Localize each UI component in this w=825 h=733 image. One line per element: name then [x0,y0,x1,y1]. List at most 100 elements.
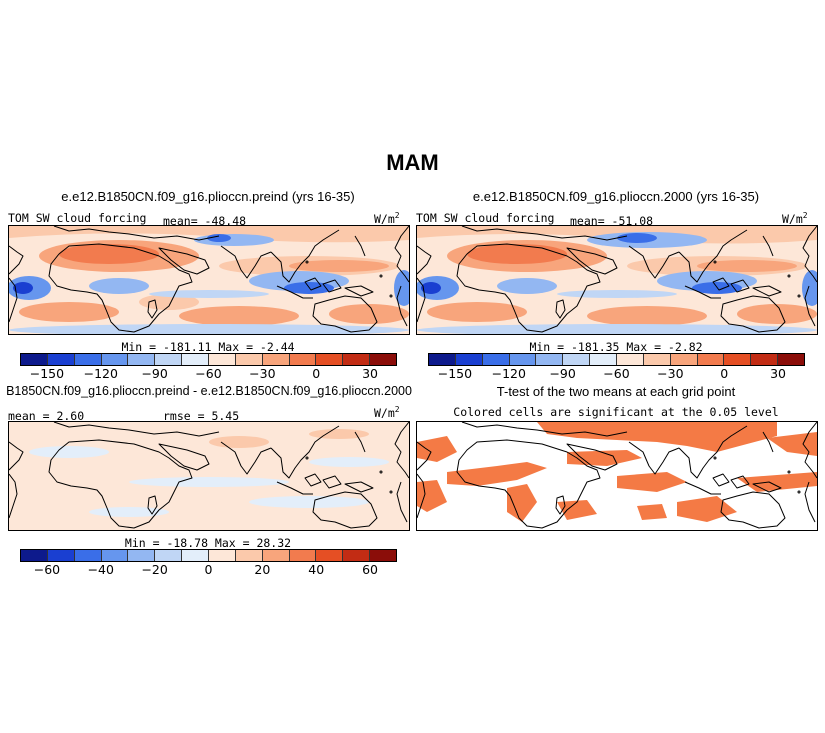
panel1-units: W/m2 [374,211,400,226]
colorbar-swatch [209,550,236,561]
colorbar-tick-label: 30 [770,366,787,381]
panel2-units: W/m2 [782,211,808,226]
colorbar-tick-label: −90 [141,366,168,381]
panel4-title: T-test of the two means at each grid poi… [496,384,736,399]
colorbar-tick-label: −40 [87,562,114,577]
panel1-variable: TOM SW cloud forcing [8,211,147,225]
colorbar-tick-label: −120 [491,366,526,381]
colorbar-swatch [536,354,564,365]
colorbar-tick-label: −60 [603,366,630,381]
colorbar-tick-label: 0 [720,366,729,381]
significance-patch [617,472,687,492]
colorbar-swatch [262,550,290,561]
panel2-colorbar: −150 −120 −90 −60 −30 0 30 [428,353,805,381]
colorbar-swatch [47,550,75,561]
panel1-title: e.e12.B1850CN.f09_g16.plioccn.preind (yr… [61,189,355,204]
colorbar-tick-label: 30 [362,366,379,381]
colorbar-swatch [47,354,75,365]
colorbar-tick-label: −30 [657,366,684,381]
significance-patch [417,436,457,462]
panel3-colorbar-ticks: −60 −40 −20 0 20 40 60 [20,562,397,577]
colorbar-swatch [101,550,129,561]
panel2-mean: mean= -51.08 [570,214,654,228]
colorbar-tick-label: −120 [83,366,118,381]
colorbar-tick-label: 0 [204,562,213,577]
panel2-colorbar-ticks: −150 −120 −90 −60 −30 0 30 [428,366,805,381]
colorbar-swatch [343,354,371,365]
colorbar-tick-label: 60 [362,562,379,577]
colorbar-tick-label: 40 [308,562,325,577]
colorbar-swatch [643,354,671,365]
significance-patch [537,422,777,452]
panel2-colorbar-swatches [428,353,805,366]
colorbar-swatch [316,354,344,365]
panel1-colorbar-swatches [20,353,397,366]
panel2-minmax: Min = -181.35 Max = -2.82 [529,340,703,354]
panel1-mean: mean= -48.48 [163,214,247,228]
colorbar-swatch [289,354,317,365]
colorbar-swatch [697,354,725,365]
colorbar-swatch [343,550,371,561]
panel2-title: e.e12.B1850CN.f09_g16.plioccn.2000 (yrs … [472,189,760,204]
colorbar-swatch [21,354,48,365]
significance-patch [567,450,642,466]
colorbar-swatch [751,354,779,365]
colorbar-swatch [262,354,290,365]
significance-patch [737,472,817,492]
panel4-map [416,421,818,531]
colorbar-swatch [74,550,102,561]
significance-patch [447,462,547,486]
colorbar-tick-label: −20 [141,562,168,577]
colorbar-swatch [182,354,210,365]
colorbar-swatch [289,550,317,561]
colorbar-swatch [429,354,456,365]
panel3-rmse: rmse = 5.45 [163,409,240,423]
significance-patch [507,484,537,522]
colorbar-swatch [370,354,397,365]
colorbar-swatch [101,354,129,365]
panel1-minmax: Min = -181.11 Max = -2.44 [121,340,295,354]
colorbar-tick-label: 20 [254,562,271,577]
panel3-minmax: Min = -18.78 Max = 28.32 [124,536,292,550]
colorbar-swatch [455,354,483,365]
panel3-units: W/m2 [374,405,400,420]
panel2-map [416,225,818,335]
colorbar-swatch [182,550,210,561]
colorbar-swatch [128,550,156,561]
colorbar-tick-label: −30 [249,366,276,381]
panel2-variable: TOM SW cloud forcing [416,211,555,225]
panel3-colorbar: −60 −40 −20 0 20 40 60 [20,549,397,577]
colorbar-swatch [74,354,102,365]
colorbar-tick-label: −60 [33,562,61,577]
colorbar-swatch [724,354,752,365]
panel1-colorbar: −150 −120 −90 −60 −30 0 30 [20,353,397,381]
colorbar-tick-label: −150 [437,366,473,381]
significance-patch [637,504,667,520]
colorbar-swatch [235,354,263,365]
colorbar-swatch [21,550,48,561]
colorbar-swatch [235,550,263,561]
panel3-title: B1850CN.f09_g16.plioccn.preind - e.e12.B… [6,384,412,398]
colorbar-swatch [128,354,156,365]
colorbar-swatch [155,550,183,561]
panel3-mean: mean = 2.60 [8,409,85,423]
figure-title: MAM [386,150,439,175]
significance-patch [557,500,597,520]
colorbar-swatch [670,354,698,365]
panel4-subtitle: Colored cells are significant at the 0.0… [453,405,779,419]
colorbar-swatch [563,354,591,365]
significance-patch [677,496,737,522]
panel3-colorbar-swatches [20,549,397,562]
colorbar-swatch [482,354,510,365]
panel1-colorbar-ticks: −150 −120 −90 −60 −30 0 30 [20,366,397,381]
colorbar-swatch [316,550,344,561]
colorbar-tick-label: −150 [29,366,65,381]
significance-cells [417,422,817,522]
colorbar-tick-label: −90 [549,366,576,381]
colorbar-tick-label: −60 [195,366,222,381]
panel3-map [8,421,410,531]
panel1-map [8,225,410,335]
colorbar-swatch [155,354,183,365]
significance-patch [767,432,817,456]
colorbar-swatch [590,354,618,365]
